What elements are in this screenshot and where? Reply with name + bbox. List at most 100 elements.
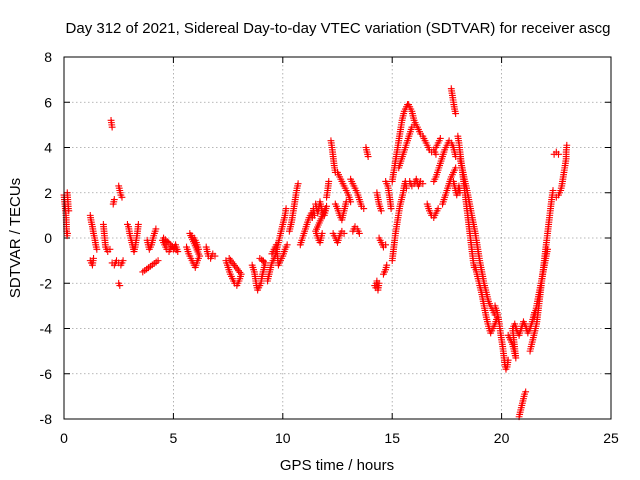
data-point: [364, 153, 372, 160]
data-point: [154, 257, 162, 265]
y-tick-label: -6: [40, 366, 53, 382]
chart-title: Day 312 of 2021, Sidereal Day-to-day VTE…: [66, 20, 611, 37]
series-seg20: [285, 180, 302, 235]
series-seg26: [331, 198, 350, 224]
series-seg33: [373, 189, 385, 215]
series-seg54: [550, 148, 562, 158]
series-seg38: [395, 121, 418, 172]
series-seg35: [380, 261, 391, 278]
data-point: [318, 230, 326, 237]
data-point: [347, 198, 355, 206]
data-point: [195, 245, 202, 253]
series-seg39: [406, 175, 427, 190]
series-seg43: [439, 164, 460, 208]
data-point: [432, 150, 440, 158]
x-tick-label: 5: [170, 430, 178, 446]
series-seg28: [347, 175, 368, 212]
series-seg34: [382, 178, 395, 212]
series-seg02: [63, 189, 73, 215]
series-seg08: [115, 182, 126, 201]
ticks: 0 5 10 15 20 25 -8 -6 -4 -2 0 2 4 6 8: [40, 49, 619, 446]
series-seg36: [388, 101, 440, 185]
series-seg15: [202, 243, 219, 262]
series-seg03: [86, 211, 101, 253]
data-point: [152, 225, 160, 233]
y-tick-label: -8: [40, 411, 53, 427]
series-seg44: [447, 85, 460, 117]
data-point: [225, 254, 233, 262]
data-point: [403, 184, 410, 192]
data-point: [452, 110, 460, 117]
plot-frame: [63, 56, 612, 420]
y-tick-label: 2: [44, 185, 52, 201]
data-point: [211, 252, 219, 260]
series-seg27: [334, 168, 355, 206]
data-point: [382, 241, 390, 249]
data-point: [549, 187, 557, 194]
data-point: [419, 180, 427, 188]
series-seg23: [323, 178, 333, 201]
data-point: [110, 196, 118, 203]
series-seg10: [124, 221, 142, 255]
x-tick-label: 0: [60, 430, 68, 446]
y-axis-label: SDTVAR / TECUs: [7, 178, 24, 298]
data-point: [522, 388, 530, 396]
data-point: [258, 256, 266, 264]
series-seg04: [86, 254, 97, 269]
series-seg45: [450, 178, 464, 199]
data-point: [325, 178, 333, 185]
series-seg30: [362, 144, 372, 160]
series-seg19: [268, 241, 291, 269]
data-point: [259, 257, 267, 265]
series-seg05: [99, 221, 114, 255]
data-point: [118, 193, 126, 201]
series-seg40: [423, 200, 442, 222]
data-point: [555, 150, 562, 158]
data-point: [65, 207, 73, 215]
series-seg11: [143, 225, 160, 253]
series-seg12: [139, 257, 162, 276]
data-point: [116, 282, 124, 289]
data-point: [283, 241, 291, 249]
data-point: [377, 207, 385, 215]
series-seg29: [349, 223, 363, 237]
y-tick-label: -4: [40, 321, 53, 337]
data-point: [340, 230, 348, 237]
data-point: [375, 279, 383, 287]
series-seg55: [552, 141, 571, 201]
series-seg07: [108, 257, 127, 269]
series-seg48: [471, 264, 501, 337]
y-tick-label: 0: [44, 230, 52, 246]
data-point: [64, 230, 71, 237]
series-seg42: [432, 135, 444, 151]
data-point: [544, 245, 551, 253]
data-point: [294, 180, 302, 188]
data-point: [93, 245, 101, 253]
series-seg01: [60, 191, 71, 240]
x-tick-label: 25: [603, 430, 619, 446]
series-seg41: [430, 137, 460, 185]
data-point: [119, 257, 127, 265]
data-point: [108, 123, 116, 131]
data-point: [134, 221, 142, 228]
data-point: [452, 164, 460, 172]
series-seg22: [312, 198, 330, 246]
series-seg32: [375, 234, 390, 251]
x-tick-label: 15: [384, 430, 400, 446]
y-tick-label: 4: [44, 140, 52, 156]
x-axis-label: GPS time / hours: [280, 457, 394, 474]
data-point: [434, 205, 442, 212]
series-seg14: [183, 230, 204, 271]
data-point: [106, 245, 114, 253]
data-point: [360, 205, 368, 212]
series-seg13: [159, 234, 182, 255]
series-seg09: [115, 279, 124, 289]
series-seg53: [531, 245, 551, 321]
y-tick-label: -2: [40, 275, 53, 291]
series-seg16: [222, 254, 245, 289]
data-point: [355, 230, 363, 237]
data-point: [387, 205, 395, 212]
series-seg37: [388, 178, 410, 265]
series-seg06: [107, 116, 118, 208]
